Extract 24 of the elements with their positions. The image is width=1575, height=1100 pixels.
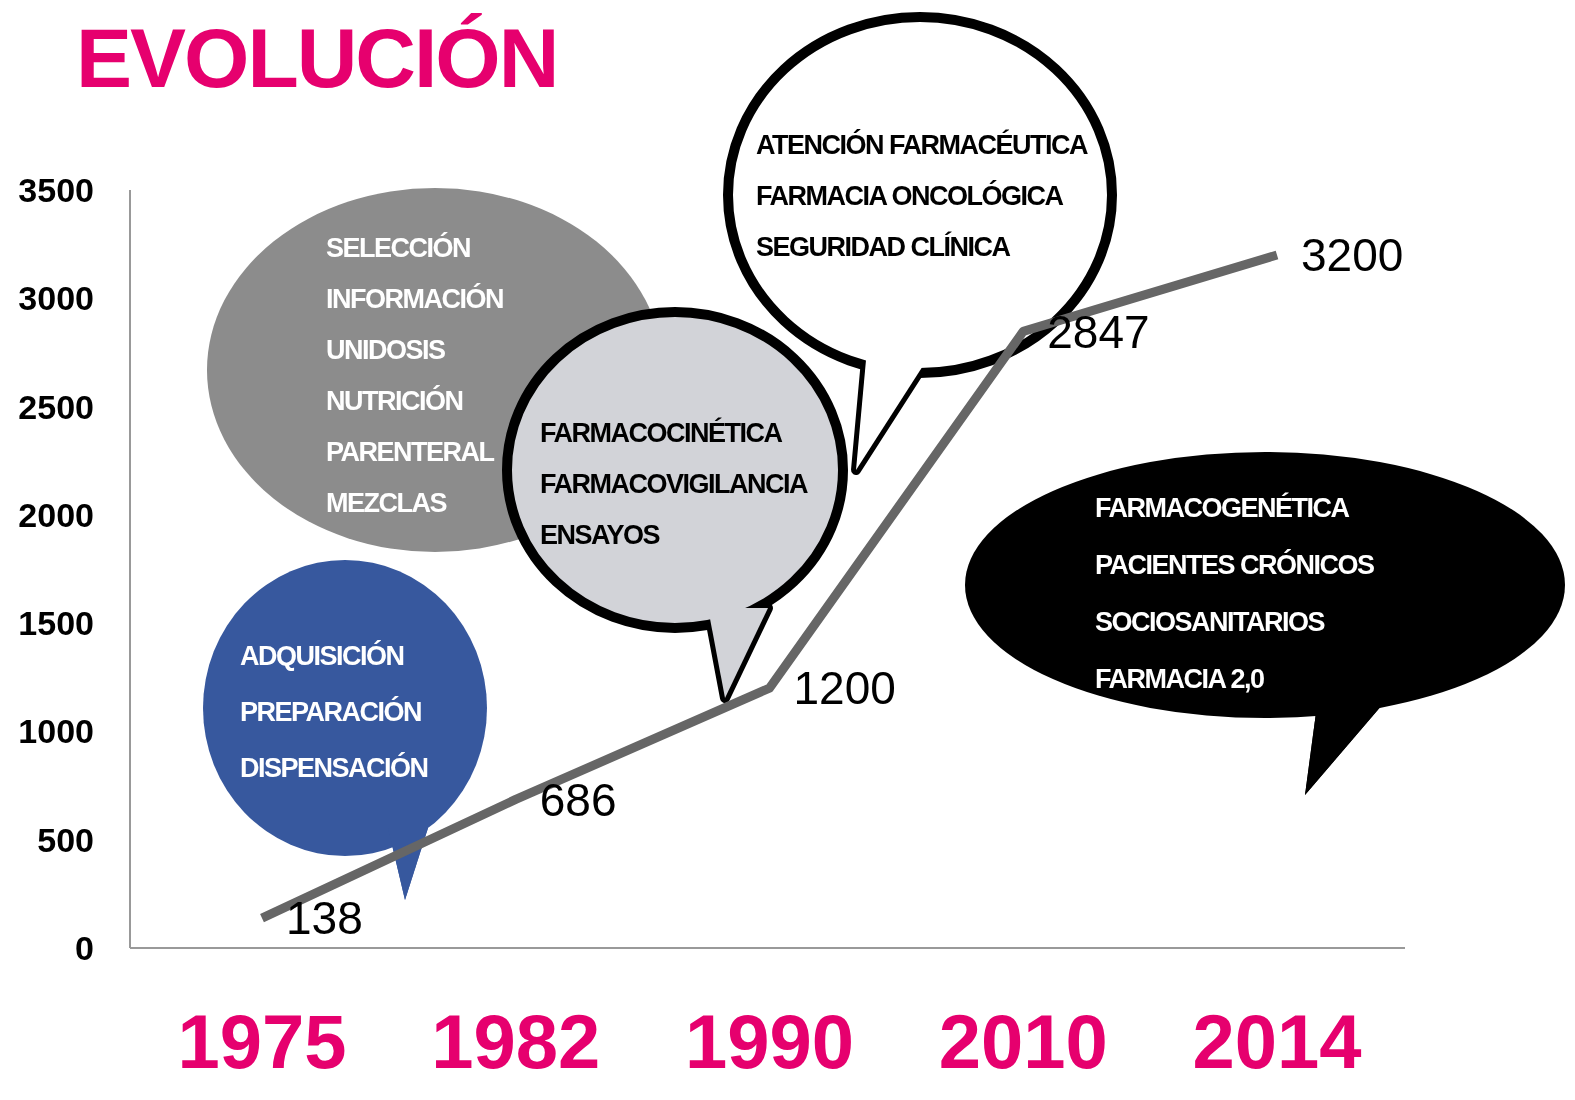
data-label: 2847 <box>1047 305 1150 358</box>
y-tick-label: 3500 <box>18 171 94 210</box>
y-tick-label: 3000 <box>18 279 94 318</box>
annotation: ADQUISICIÓN PREPARACIÓN DISPENSACIÓN <box>240 639 428 785</box>
y-tick-label: 0 <box>75 929 94 968</box>
x-tick-label: 1975 <box>177 998 347 1084</box>
y-tick-label: 2500 <box>18 387 94 426</box>
x-tick-label: 2014 <box>1192 998 1362 1084</box>
y-tick-label: 500 <box>37 820 94 859</box>
annotation: ATENCIÓN FARMACÉUTICA FARMACIA ONCOLÓGICA SEGURIDAD CLÍNICA <box>756 128 1087 264</box>
data-label: 3200 <box>1301 229 1404 282</box>
x-tick-label: 2010 <box>938 998 1108 1084</box>
annotation: SELECCIÓN INFORMACIÓN UNIDOSIS NUTRICIÓN PARENTERAL MEZCLAS <box>326 231 503 520</box>
data-label: 686 <box>539 773 617 826</box>
x-tick-label: 1982 <box>431 998 601 1084</box>
chart-title: EVOLUCIÓN <box>76 10 558 107</box>
annotation: FARMACOCINÉTICA FARMACOVIGILANCIA ENSAYOS <box>540 416 807 552</box>
y-tick-label: 2000 <box>18 495 94 534</box>
y-tick-label: 1000 <box>18 712 94 751</box>
annotation: FARMACOGENÉTICA PACIENTES CRÓNICOS SOCIOSANITARIOS FARMACIA 2,0 <box>1095 491 1374 696</box>
y-tick-label: 1500 <box>18 604 94 643</box>
data-label: 1200 <box>793 662 896 715</box>
data-label: 138 <box>286 892 363 945</box>
x-tick-label: 1990 <box>684 998 855 1084</box>
